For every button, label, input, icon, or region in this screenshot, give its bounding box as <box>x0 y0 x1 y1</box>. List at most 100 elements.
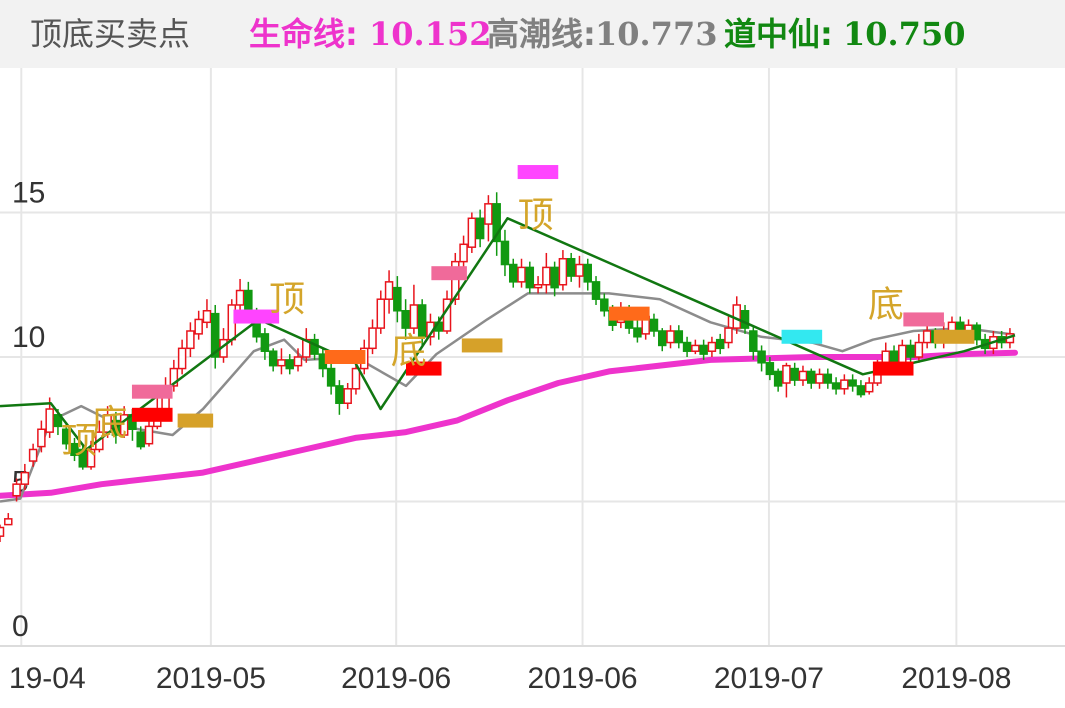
indicator-title: 顶底买卖点 <box>30 15 191 53</box>
candle <box>566 257 576 277</box>
candle <box>45 408 54 433</box>
signal-bar <box>131 384 173 399</box>
candle <box>61 428 71 445</box>
candle <box>591 281 601 300</box>
candle <box>475 217 485 240</box>
signal-bar <box>609 306 650 321</box>
candle <box>815 373 824 384</box>
candle <box>12 483 21 497</box>
candle <box>831 382 841 390</box>
signal-bar <box>461 338 503 353</box>
candle <box>864 382 874 393</box>
candle <box>285 359 294 370</box>
signal-bar <box>233 309 280 324</box>
signal-bar <box>933 329 975 344</box>
candle <box>649 318 659 332</box>
candle <box>856 385 866 396</box>
candle <box>335 385 344 404</box>
candle <box>715 338 725 350</box>
candle <box>525 266 535 289</box>
candle <box>260 333 270 352</box>
candle <box>798 370 808 381</box>
y-tick-label: 10 <box>12 321 45 354</box>
candle <box>210 312 220 358</box>
candle <box>500 240 510 266</box>
candle <box>235 289 245 306</box>
candle <box>293 356 303 367</box>
candle <box>144 425 154 445</box>
x-tick-label: 2019-05 <box>156 662 266 695</box>
candle <box>542 266 551 286</box>
candle <box>848 379 857 387</box>
candle <box>823 373 833 384</box>
candle <box>807 370 816 384</box>
signal-bar <box>431 266 467 281</box>
signal-annotation: 顶 <box>518 195 554 236</box>
x-tick-label: 2019-06 <box>341 662 451 695</box>
signal-bar <box>872 361 914 376</box>
candle <box>376 298 386 329</box>
x-tick-label: 2019-06 <box>528 662 638 695</box>
candle <box>914 341 924 358</box>
signal-bar <box>517 165 559 180</box>
candle <box>508 263 518 283</box>
candle <box>682 341 692 352</box>
candle <box>657 330 667 347</box>
candle <box>773 370 783 387</box>
signal-bar <box>903 312 944 327</box>
candle <box>765 362 775 376</box>
candle <box>600 298 609 312</box>
candle <box>86 448 96 468</box>
candle <box>194 318 203 335</box>
candle <box>484 203 493 225</box>
candle <box>343 388 352 404</box>
life-line-label: 生命线: <box>249 15 358 53</box>
dao-line-value: 10.750 <box>843 15 966 53</box>
candle <box>889 350 899 364</box>
candle <box>583 263 592 283</box>
candle <box>558 257 568 286</box>
signal-annotation: 底 <box>391 331 427 372</box>
candle <box>517 266 526 283</box>
candle <box>368 327 377 350</box>
candle <box>906 344 915 358</box>
candle <box>409 304 419 329</box>
x-tick-label: 2019-07 <box>714 662 824 695</box>
signal-bar <box>406 361 442 376</box>
candle <box>277 359 286 367</box>
candle <box>922 330 932 344</box>
candle <box>898 344 907 364</box>
candle <box>78 448 88 468</box>
candle <box>674 330 684 344</box>
candle <box>401 310 410 329</box>
candle <box>136 431 145 448</box>
candle <box>186 330 195 350</box>
x-tick-label: 19-04 <box>9 662 86 695</box>
indicator-header: 顶底买卖点 生命线: 10.152 高潮线: 10.773 道中仙: 10.75… <box>0 0 1065 68</box>
candle <box>533 284 543 289</box>
candle <box>37 428 46 448</box>
signal-bar <box>131 407 173 422</box>
candle <box>451 260 460 300</box>
candle <box>53 414 63 428</box>
signal-annotation: 底 <box>868 285 904 326</box>
candle <box>20 471 30 485</box>
candle <box>202 310 212 324</box>
candle <box>724 327 733 344</box>
candle <box>268 350 278 367</box>
candle <box>757 350 766 364</box>
climax-line-label: 高潮线: <box>487 15 596 53</box>
climax-line-value: 10.773 <box>595 15 718 53</box>
y-tick-label: 15 <box>12 177 45 210</box>
signal-annotation: 底 <box>91 403 127 444</box>
candle <box>351 367 361 390</box>
signal-bar <box>324 350 366 364</box>
candle <box>393 286 402 312</box>
candle <box>749 330 758 352</box>
candle <box>782 364 791 384</box>
x-tick-label: 2019-08 <box>901 662 1011 695</box>
signal-bar <box>177 413 214 428</box>
candle <box>0 526 5 537</box>
dao-line-label: 道中仙: <box>724 15 833 53</box>
signal-annotation: 顶 <box>269 279 305 320</box>
